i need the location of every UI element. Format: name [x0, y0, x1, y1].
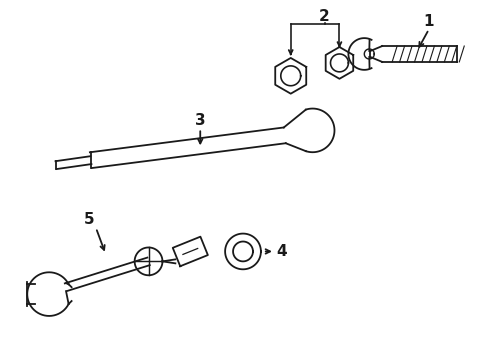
Text: 2: 2	[319, 9, 329, 24]
Text: 4: 4	[276, 244, 286, 259]
Text: 1: 1	[423, 14, 433, 29]
Text: 5: 5	[83, 212, 94, 227]
Text: 3: 3	[195, 113, 205, 128]
